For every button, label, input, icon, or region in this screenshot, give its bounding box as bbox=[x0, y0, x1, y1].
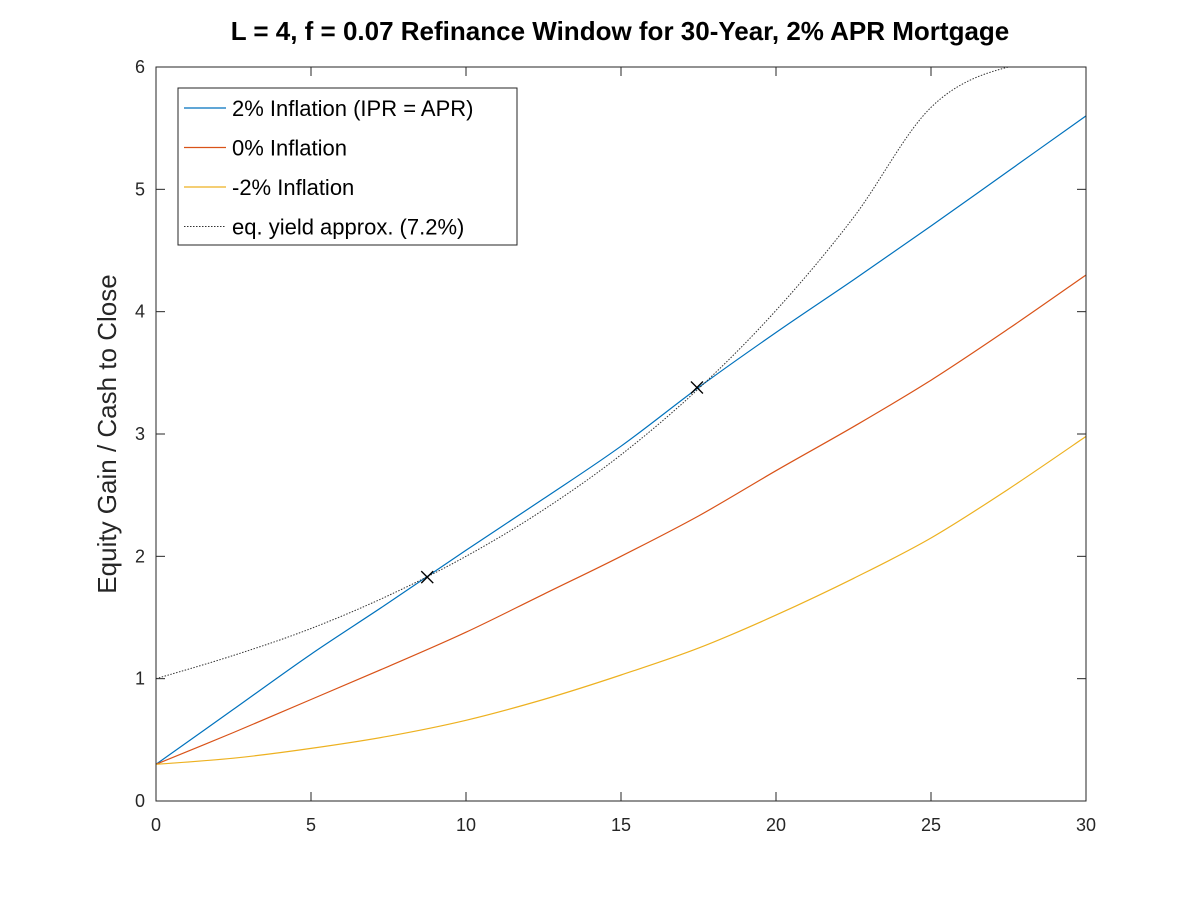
legend-label-1: 0% Inflation bbox=[232, 136, 347, 161]
marker-layer bbox=[420, 381, 704, 584]
tick-layer: 0 5 10 15 20 25 30 0 1 2 3 4 5 6 bbox=[135, 57, 1096, 835]
series-layer bbox=[156, 67, 1086, 765]
x-tick-label-2: 10 bbox=[456, 815, 476, 835]
y-tick-label-6: 6 bbox=[135, 57, 145, 77]
legend-label-0: 2% Inflation (IPR = APR) bbox=[232, 96, 474, 121]
series-line-2 bbox=[156, 435, 1086, 765]
series-line-0 bbox=[156, 115, 1086, 765]
y-tick-label-2: 2 bbox=[135, 546, 145, 566]
y-tick-label-5: 5 bbox=[135, 179, 145, 199]
series-line-1 bbox=[156, 274, 1086, 765]
x-tick-label-5: 25 bbox=[921, 815, 941, 835]
legend-label-3: eq. yield approx. (7.2%) bbox=[232, 215, 464, 240]
legend-box bbox=[177, 87, 518, 246]
y-tick-label-3: 3 bbox=[135, 424, 145, 444]
legend: 2% Inflation (IPR = APR) 0% Inflation -2% … bbox=[177, 87, 518, 246]
legend-label-2: -2% Inflation bbox=[232, 175, 354, 200]
chart-title: L = 4, f = 0.07 Refinance Window for 30-… bbox=[231, 16, 1010, 46]
x-tick-label-6: 30 bbox=[1076, 815, 1096, 835]
y-tick-label-1: 1 bbox=[135, 669, 145, 689]
y-tick-label-0: 0 bbox=[135, 791, 145, 811]
x-tick-label-0: 0 bbox=[151, 815, 161, 835]
intersection-marker-0 bbox=[420, 570, 434, 584]
x-tick-label-1: 5 bbox=[306, 815, 316, 835]
y-axis-label: Equity Gain / Cash to Close bbox=[92, 274, 122, 593]
series-line-3 bbox=[156, 67, 1086, 680]
intersection-marker-1 bbox=[690, 381, 704, 394]
legend-items: 2% Inflation (IPR = APR) 0% Inflation -2% … bbox=[184, 96, 474, 240]
y-tick-label-4: 4 bbox=[135, 302, 145, 322]
x-tick-label-4: 20 bbox=[766, 815, 786, 835]
x-tick-label-3: 15 bbox=[611, 815, 631, 835]
